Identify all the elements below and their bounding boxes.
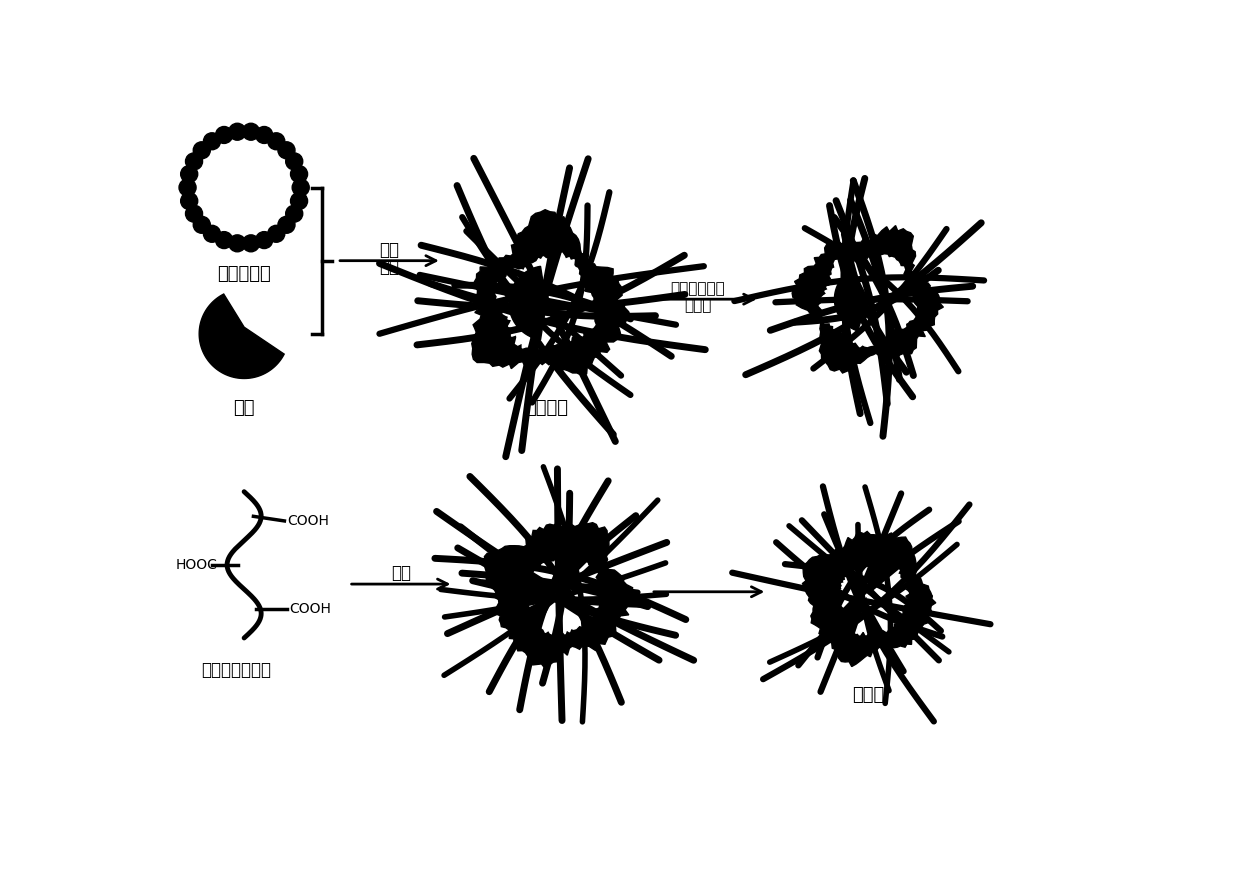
Circle shape — [216, 232, 233, 249]
Text: 石蜡胶体: 石蜡胶体 — [525, 399, 568, 417]
Polygon shape — [820, 255, 916, 347]
Circle shape — [196, 140, 293, 236]
Text: 搅拌: 搅拌 — [379, 258, 399, 276]
Polygon shape — [496, 253, 595, 352]
Circle shape — [255, 126, 273, 143]
Text: 四水合甲酸铜: 四水合甲酸铜 — [670, 281, 725, 296]
Circle shape — [290, 165, 308, 182]
Circle shape — [278, 141, 295, 159]
Circle shape — [255, 232, 273, 249]
Polygon shape — [200, 294, 284, 379]
Polygon shape — [471, 210, 630, 376]
Circle shape — [268, 132, 285, 149]
Circle shape — [293, 179, 309, 196]
Circle shape — [186, 205, 202, 222]
Text: 葡萄糖: 葡萄糖 — [683, 298, 712, 313]
Text: COOH: COOH — [289, 602, 331, 616]
Polygon shape — [792, 226, 944, 373]
Circle shape — [193, 141, 211, 159]
Circle shape — [229, 235, 246, 252]
Polygon shape — [839, 567, 868, 607]
Circle shape — [268, 225, 285, 243]
Polygon shape — [802, 532, 936, 667]
Polygon shape — [485, 523, 635, 668]
Text: 加热: 加热 — [391, 565, 412, 582]
Circle shape — [290, 193, 308, 210]
Circle shape — [242, 124, 259, 140]
Text: 加热: 加热 — [379, 241, 399, 259]
Circle shape — [285, 153, 303, 170]
Text: 石蜡: 石蜡 — [233, 399, 255, 417]
Circle shape — [193, 216, 211, 233]
Text: 微胶囊: 微胶囊 — [852, 686, 884, 704]
Polygon shape — [508, 267, 547, 340]
Circle shape — [179, 179, 196, 196]
Circle shape — [242, 235, 259, 252]
Text: HOOC: HOOC — [176, 557, 218, 572]
Text: 羧基化碳纳米管: 羧基化碳纳米管 — [201, 661, 272, 679]
Circle shape — [229, 124, 246, 140]
Polygon shape — [856, 570, 909, 635]
Circle shape — [203, 225, 221, 243]
Circle shape — [186, 153, 202, 170]
Circle shape — [216, 126, 233, 143]
Text: COOH: COOH — [286, 514, 329, 528]
Polygon shape — [835, 269, 868, 331]
Circle shape — [203, 132, 221, 149]
Circle shape — [181, 193, 197, 210]
Circle shape — [285, 205, 303, 222]
Polygon shape — [527, 560, 558, 606]
Polygon shape — [541, 563, 600, 634]
Circle shape — [181, 165, 197, 182]
Circle shape — [278, 216, 295, 233]
Text: 表面活性剂: 表面活性剂 — [217, 265, 272, 283]
